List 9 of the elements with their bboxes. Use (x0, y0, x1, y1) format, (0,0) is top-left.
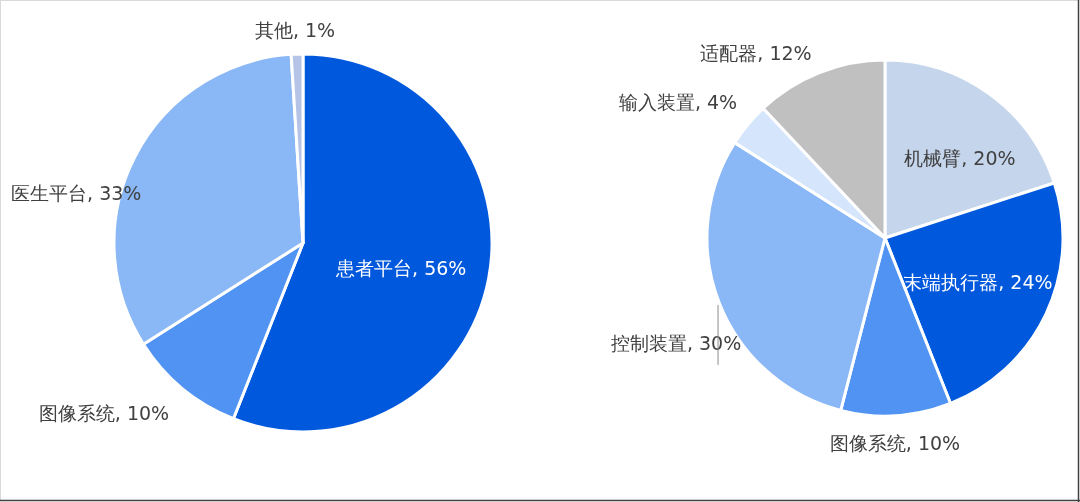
slice-label: 控制装置, 30% (610, 332, 742, 355)
slice-label: 图像系统, 10% (38, 402, 170, 425)
slice-label: 其他, 1% (254, 19, 336, 41)
slice-label: 适配器, 12% (700, 42, 812, 65)
slice-label: 图像系统, 10% (829, 432, 961, 455)
slice-label: 末端执行器, 24% (903, 270, 1053, 293)
slice-label: 患者平台, 56% (335, 256, 467, 279)
slice-label: 机械臂, 20% (904, 147, 1016, 170)
slice-label: 输入装置, 4% (618, 91, 738, 114)
